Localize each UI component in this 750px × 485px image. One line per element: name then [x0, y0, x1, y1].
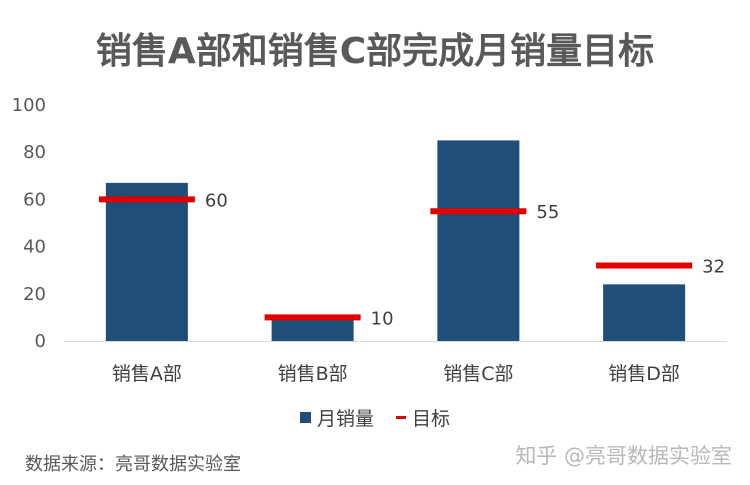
bar [437, 140, 520, 341]
legend-line-swatch [396, 416, 406, 419]
bar [271, 317, 354, 341]
source-note: 数据来源：亮哥数据实验室 [25, 454, 241, 475]
data-label: 10 [371, 308, 394, 329]
legend: 月销量 目标 [0, 404, 750, 431]
y-tick-label: 20 [23, 284, 46, 305]
data-labels: 60 10 55 32 [205, 190, 725, 329]
y-axis: 0 20 40 60 80 100 [12, 95, 46, 352]
legend-label-sales: 月销量 [316, 408, 374, 430]
x-tick-label: 销售D部 [608, 363, 680, 385]
data-label: 55 [536, 202, 559, 223]
legend-label-target: 目标 [412, 408, 451, 430]
x-tick-label: 销售A部 [112, 363, 182, 385]
y-tick-label: 40 [23, 237, 46, 258]
y-tick-label: 80 [23, 142, 46, 163]
x-tick-label: 销售B部 [278, 363, 348, 385]
watermark: 知乎 @亮哥数据实验室 [515, 444, 732, 468]
legend-item-sales: 月销量 [299, 404, 374, 431]
bar [105, 182, 188, 341]
y-tick-label: 100 [12, 95, 46, 116]
bar-series [105, 140, 686, 341]
x-axis: 销售A部 销售B部 销售C部 销售D部 [64, 341, 727, 385]
legend-item-target: 目标 [396, 404, 450, 431]
y-tick-label: 0 [35, 331, 46, 352]
data-label: 32 [702, 256, 725, 277]
legend-bar-swatch [299, 412, 311, 423]
data-label: 60 [205, 190, 228, 211]
bar [603, 284, 686, 341]
target-series [98, 196, 693, 321]
x-tick-label: 销售C部 [443, 363, 513, 385]
y-tick-label: 60 [23, 189, 46, 210]
chart-title: 销售A部和销售C部完成月销量目标 [95, 31, 655, 72]
